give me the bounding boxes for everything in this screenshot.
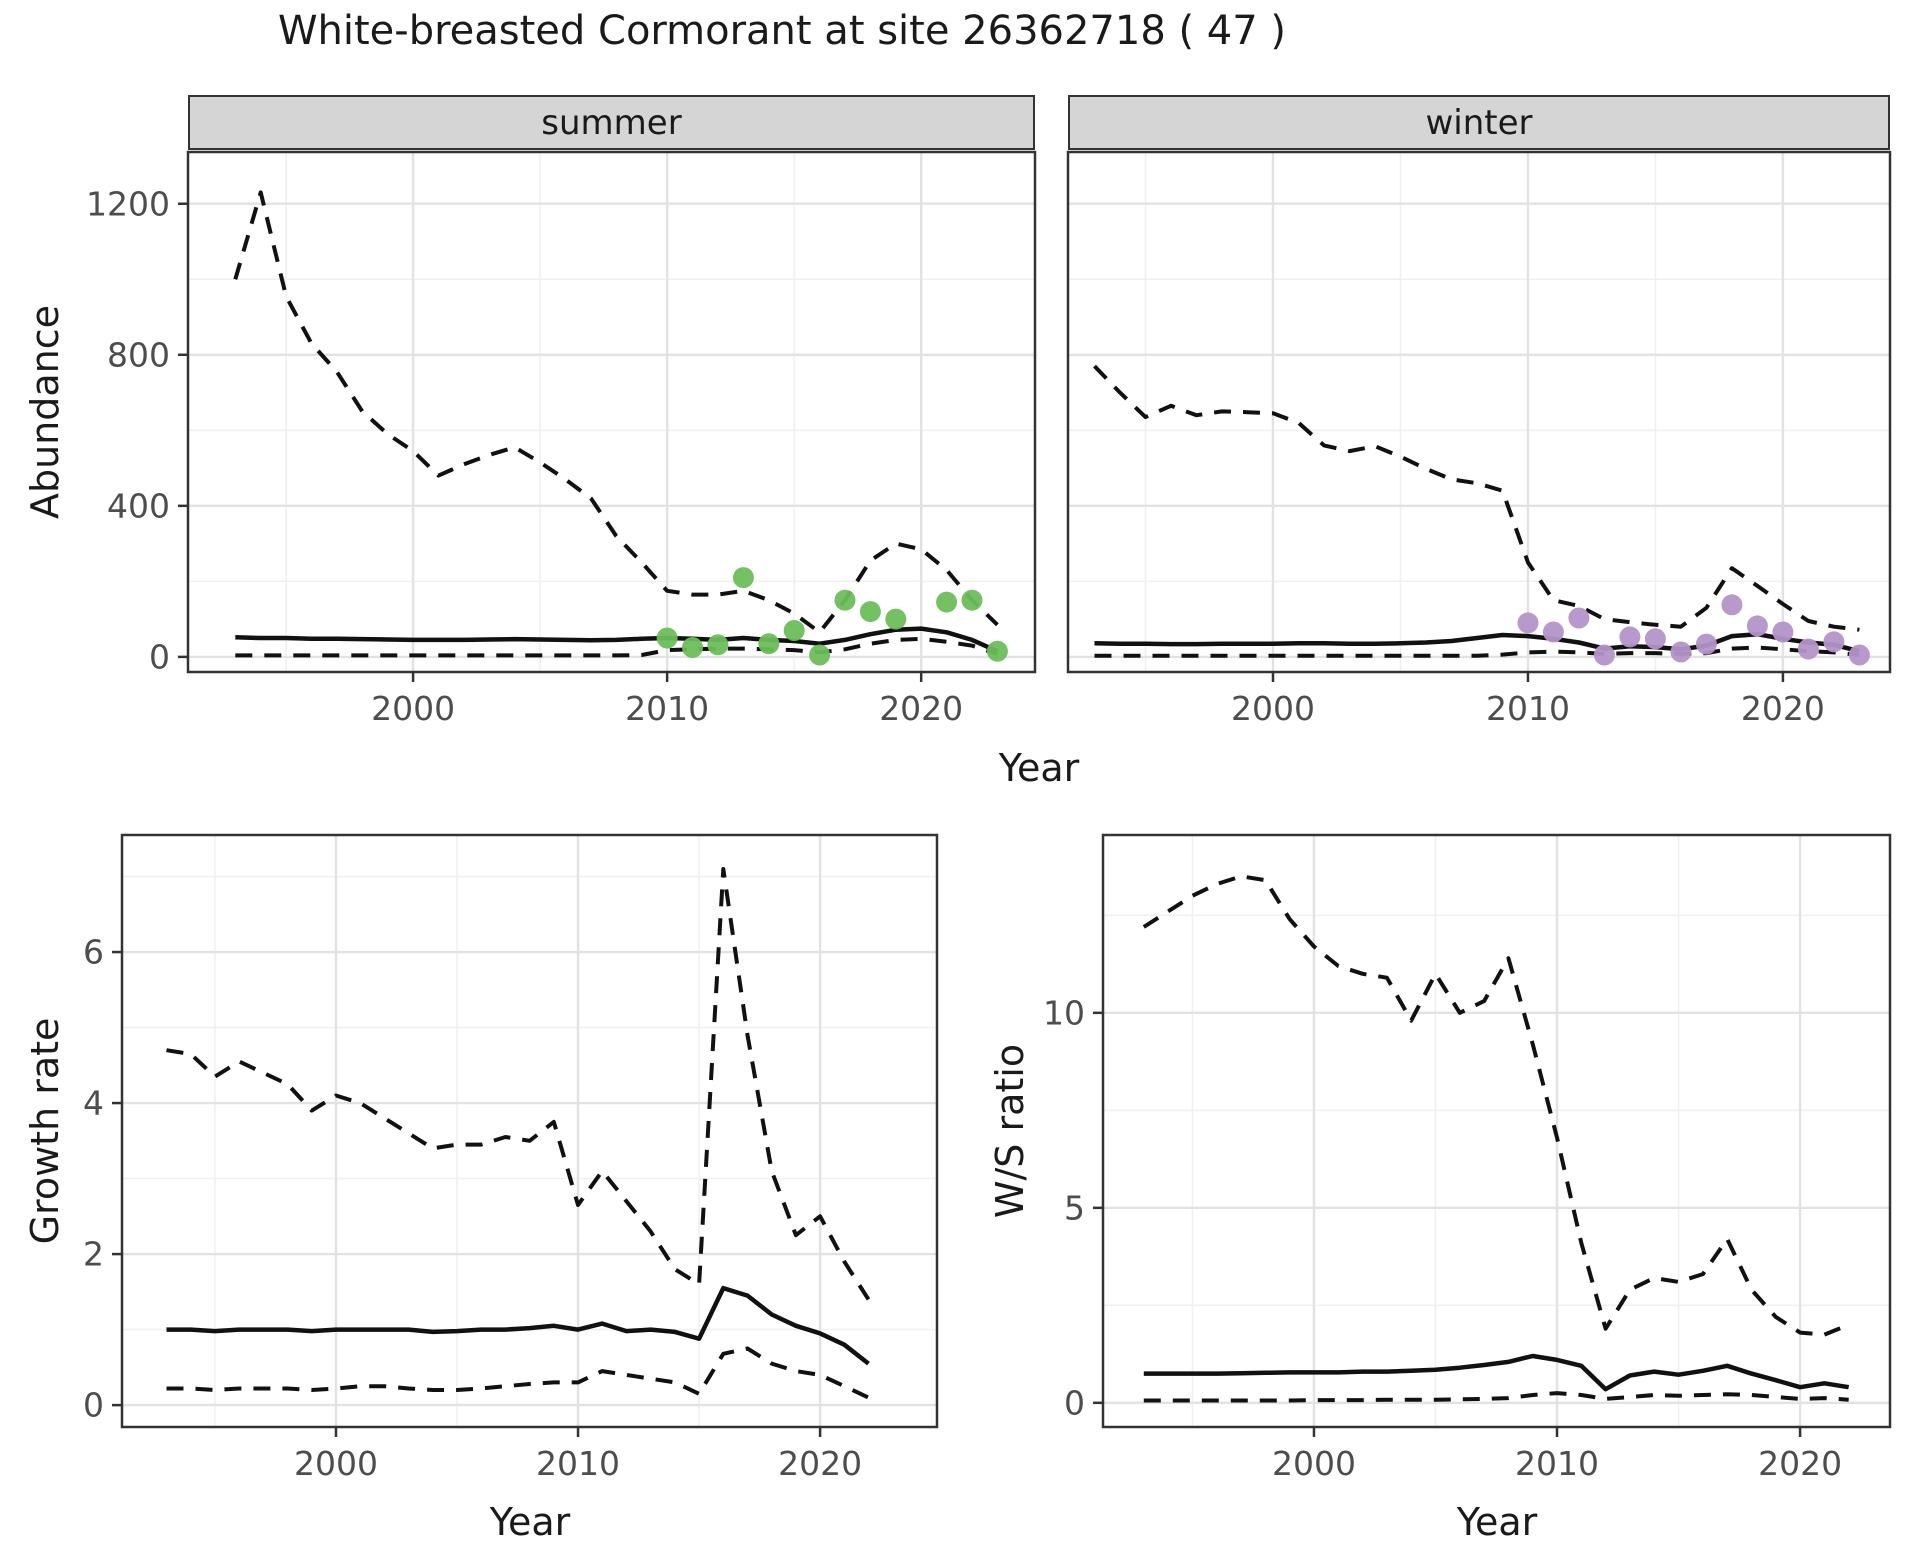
growth-rate-axis-title: Growth rate	[23, 1017, 67, 1245]
y-tick-label: 400	[107, 486, 170, 525]
observed-counts-summer-point	[809, 644, 831, 666]
y-tick-label: 4	[83, 1084, 104, 1123]
observed-counts-winter-point	[1568, 607, 1590, 629]
observed-counts-summer-point	[986, 640, 1008, 662]
lower-ci-line	[1094, 645, 1860, 658]
y-tick-label: 0	[1064, 1383, 1085, 1422]
y-tick-label: 6	[83, 933, 104, 972]
observed-counts-winter-point	[1619, 626, 1641, 648]
y-tick-label: 0	[149, 637, 170, 676]
facet-strip-summer-label: summer	[541, 102, 682, 143]
x-tick-label: 2010	[1486, 689, 1570, 728]
y-tick-label: 2	[83, 1235, 104, 1274]
observed-counts-summer-point	[936, 591, 958, 613]
x-tick-label: 2010	[536, 1444, 620, 1483]
observed-counts-summer-point	[885, 608, 907, 630]
observed-counts-winter-point	[1823, 631, 1845, 653]
upper-ci-line	[1142, 874, 1850, 1337]
page-title: White-breasted Cormorant at site 2636271…	[277, 8, 1287, 54]
y-tick-label: 5	[1064, 1188, 1085, 1227]
upper-ci-line	[1093, 364, 1860, 632]
ws-ratio-axis-title: W/S ratio	[988, 1043, 1032, 1219]
observed-counts-summer-point	[961, 589, 983, 611]
x-tick-label: 2000	[371, 689, 455, 728]
summer-abundance-plot: 2000 2010 2020 0 400 800 1200	[86, 150, 1037, 728]
observed-counts-winter-point	[1772, 621, 1794, 643]
lower-ci-line	[235, 636, 999, 658]
x-tick-label: 2020	[879, 689, 963, 728]
observed-counts-summer-point	[682, 637, 703, 658]
observed-counts-summer-point	[758, 633, 780, 655]
observed-counts-summer-point	[732, 567, 754, 589]
median-line	[1094, 631, 1860, 654]
observed-counts-summer-point	[783, 620, 805, 641]
x-tick-label: 2020	[1741, 689, 1825, 728]
lower-ci-line	[1143, 1391, 1849, 1403]
y-tick-label: 1200	[86, 184, 170, 223]
observed-counts-winter-point	[1721, 594, 1743, 616]
y-tick-label: 800	[107, 335, 170, 374]
lower-ci-line	[166, 1346, 870, 1400]
winter-abundance-panel: 2000 2010 2020	[1066, 150, 1892, 728]
observed-counts-summer-point	[707, 634, 729, 656]
x-tick-label: 2010	[1515, 1444, 1599, 1483]
year-axis-title-bottom-right: Year	[1456, 1500, 1538, 1544]
observed-counts-winter-point	[1593, 644, 1615, 666]
x-tick-label: 2000	[1272, 1444, 1356, 1483]
observed-counts-winter-point	[1695, 633, 1717, 655]
x-tick-label: 2020	[778, 1444, 862, 1483]
growth-rate-panel: 2000 2010 2020 0 2 4 6	[83, 833, 939, 1483]
observed-counts-winter-point	[1797, 638, 1819, 660]
panel-border	[186, 150, 1037, 674]
x-tick-label: 2000	[1231, 689, 1315, 728]
observed-counts-winter-point	[1670, 641, 1692, 663]
median-line	[235, 626, 999, 654]
facet-strip-winter: winter	[1068, 95, 1890, 150]
abundance-axis-title: Abundance	[23, 304, 67, 520]
median-line	[166, 1285, 870, 1366]
x-tick-label: 2000	[294, 1444, 378, 1483]
x-tick-label: 2010	[625, 689, 709, 728]
observed-counts-winter-point	[1746, 615, 1768, 637]
summer-abundance-panel: 2000 2010 2020 0 400 800 1200	[86, 150, 1037, 728]
observed-counts-summer-point	[656, 627, 678, 649]
year-axis-title-top: Year	[998, 746, 1080, 790]
observed-counts-winter-point	[1644, 628, 1666, 650]
ws-ratio-panel: 2000 2010 2020 0 5 10	[1043, 833, 1892, 1483]
observed-counts-summer-point	[834, 589, 856, 611]
x-tick-label: 2020	[1758, 1444, 1842, 1483]
upper-ci-line	[166, 867, 871, 1301]
observed-counts-winter-point	[1848, 644, 1870, 666]
year-axis-title-bottom-left: Year	[489, 1500, 571, 1544]
observed-counts-winter-point	[1517, 612, 1539, 634]
observed-counts-summer-point	[859, 601, 881, 623]
winter-abundance-plot: 2000 2010 2020	[1066, 150, 1892, 728]
panel-border	[1066, 150, 1892, 674]
upper-ci-line	[233, 190, 999, 635]
ws-ratio-plot: 2000 2010 2020 0 5 10	[1043, 833, 1892, 1483]
observed-counts-winter-point	[1542, 621, 1564, 643]
panel-border	[120, 833, 939, 1429]
panel-border	[1101, 833, 1892, 1429]
growth-rate-plot: 2000 2010 2020 0 2 4 6	[83, 833, 939, 1483]
facet-strip-winter-label: winter	[1425, 102, 1533, 143]
facet-strip-summer: summer	[188, 95, 1035, 150]
median-line	[1143, 1353, 1850, 1392]
y-tick-label: 10	[1043, 993, 1085, 1032]
y-tick-label: 0	[83, 1386, 104, 1425]
